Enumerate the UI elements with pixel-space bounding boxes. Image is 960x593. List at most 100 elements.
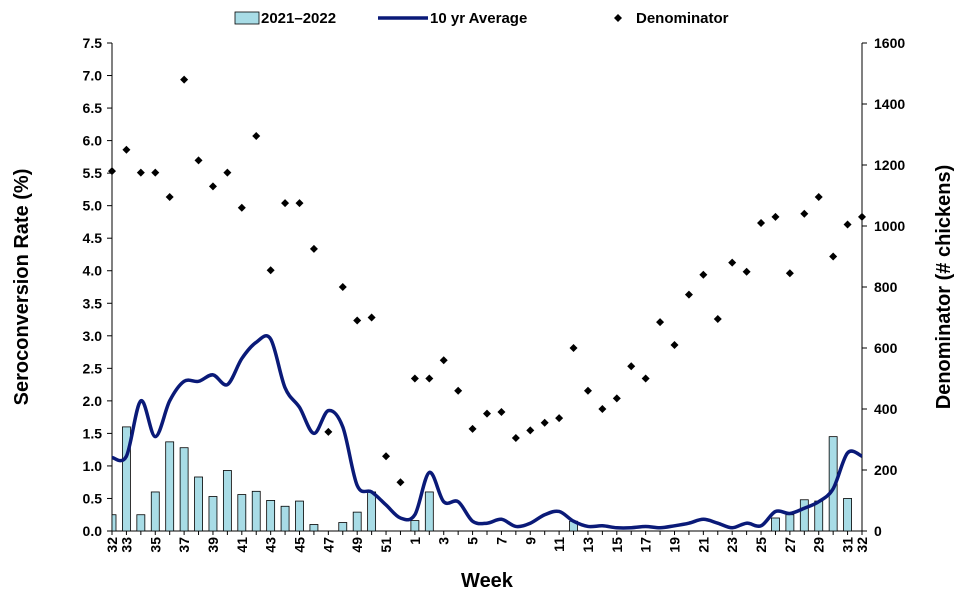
bar (150, 491, 160, 532)
y2-tick-label: 800 (874, 279, 898, 295)
point (208, 182, 217, 191)
point (858, 212, 866, 221)
x-tick-label: 13 (580, 537, 596, 553)
point (165, 193, 174, 202)
point (540, 418, 549, 427)
y2-tick-label: 1000 (874, 218, 905, 234)
point (511, 433, 520, 442)
point (829, 252, 838, 261)
bar (352, 511, 362, 532)
bar (771, 517, 780, 532)
bar (136, 514, 146, 532)
bar (309, 524, 319, 532)
x-tick-label: 7 (493, 537, 509, 545)
point (180, 75, 189, 84)
point (252, 132, 261, 141)
x-tick-label: 32 (104, 537, 120, 553)
x-tick-label: 45 (292, 537, 308, 553)
point (843, 220, 852, 229)
bar (338, 522, 348, 532)
y2-tick-label: 1400 (874, 96, 905, 112)
x-tick-label: 49 (349, 537, 365, 553)
y-tick-label: 6.0 (83, 133, 103, 149)
y-tick-label: 4.0 (83, 263, 103, 279)
point (771, 212, 780, 221)
point (108, 167, 116, 176)
x-tick-label: 43 (263, 537, 279, 553)
bar (280, 505, 290, 532)
point (526, 426, 535, 435)
bar (208, 496, 218, 532)
point (281, 199, 290, 208)
bar (111, 514, 117, 532)
bar (237, 494, 247, 532)
y-tick-label: 5.0 (83, 198, 103, 214)
point (569, 344, 578, 352)
x-tick-label: 19 (667, 537, 683, 553)
x-tick-label: 3 (436, 537, 452, 545)
x-tick-label: 21 (695, 537, 711, 553)
y-tick-label: 3.0 (83, 328, 103, 344)
y-tick-label: 0.0 (83, 523, 103, 539)
point (699, 270, 708, 279)
y2-tick-label: 1200 (874, 157, 905, 173)
y-tick-label: 2.0 (83, 393, 103, 409)
point (338, 283, 347, 291)
y2-tick-label: 200 (874, 462, 898, 478)
point (656, 318, 665, 327)
x-tick-label: 11 (551, 537, 567, 552)
point (309, 244, 318, 253)
point (785, 269, 794, 278)
point (266, 266, 275, 275)
bar (266, 500, 276, 532)
y-tick-label: 7.0 (83, 68, 103, 84)
bar (424, 491, 434, 532)
point (598, 405, 607, 413)
y2-tick-label: 600 (874, 340, 898, 356)
x-tick-label: 51 (378, 537, 394, 553)
x-tick-label: 35 (147, 537, 163, 553)
point (627, 362, 636, 371)
x-tick-label: 37 (176, 537, 192, 553)
bar (410, 520, 420, 532)
point (555, 414, 564, 423)
bar (785, 514, 795, 532)
bar (179, 447, 189, 532)
bar (194, 476, 203, 532)
line (111, 334, 863, 530)
x-tick-label: 47 (320, 537, 336, 553)
bar (165, 441, 175, 532)
point (353, 316, 362, 325)
point (713, 315, 722, 324)
point (439, 356, 448, 365)
y2-tick-label: 0 (874, 523, 882, 539)
point (814, 193, 823, 202)
point (612, 394, 621, 403)
point (122, 145, 131, 154)
point (583, 386, 592, 395)
x-tick-label: 39 (205, 537, 221, 553)
x-tick-label: 25 (753, 537, 769, 553)
legend-swatch (234, 11, 260, 25)
x-axis-title: Week (461, 570, 514, 592)
legend-label: 2021–2022 (261, 10, 336, 27)
x-tick-label: 1 (407, 537, 423, 545)
bar (843, 498, 852, 532)
x-tick-label: 33 (118, 537, 134, 553)
point (670, 340, 679, 349)
bar (799, 499, 809, 532)
point (468, 424, 477, 433)
legend-label: 10 yr Average (430, 10, 527, 27)
y-axis-title: Seroconversion Rate (%) (11, 169, 33, 406)
x-tick-label: 27 (782, 537, 798, 553)
point (728, 258, 737, 267)
point (151, 168, 160, 177)
y-tick-label: 1.0 (83, 458, 103, 474)
x-tick-label: 5 (465, 537, 481, 545)
point (295, 199, 304, 208)
point (324, 427, 333, 436)
bar (122, 426, 131, 532)
point (641, 374, 650, 383)
y-tick-label: 4.5 (83, 230, 103, 246)
